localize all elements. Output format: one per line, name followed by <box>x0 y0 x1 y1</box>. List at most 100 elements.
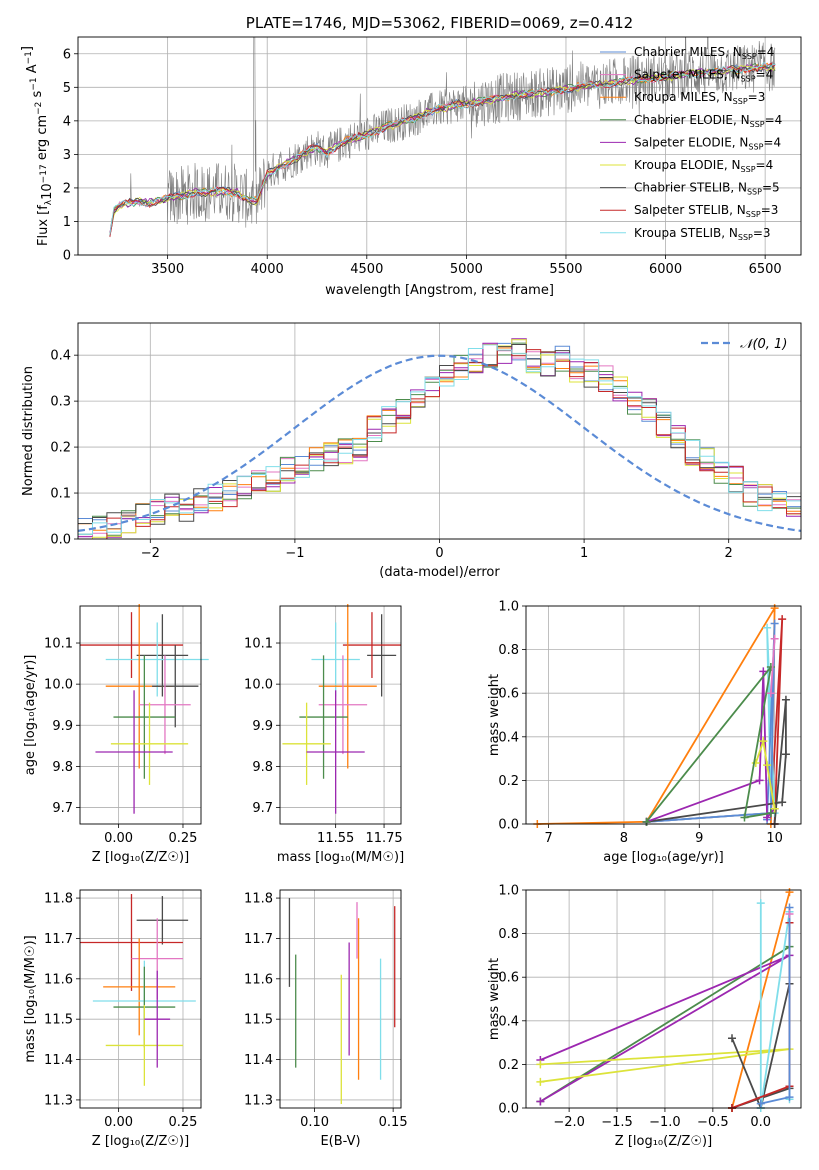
legend-entry-4: Salpeter ELODIE, NSSP=4 <box>634 135 781 151</box>
y-tick-label: 11.6 <box>244 972 273 987</box>
x-tick-label: 4000 <box>251 262 284 277</box>
model-line-8 <box>109 62 776 235</box>
x-tick-label: 0.00 <box>104 1115 133 1130</box>
y-tick-label: 0.4 <box>498 1014 519 1029</box>
y-tick-label: 11.6 <box>44 972 73 987</box>
x-tick-label: 6000 <box>649 262 682 277</box>
y-label-part: s <box>30 90 45 101</box>
weight-marker-6 <box>770 804 779 813</box>
x-tick-label: 0.0 <box>750 1115 771 1130</box>
y-label-part: ] <box>20 46 35 51</box>
y-label-part: erg cm <box>35 115 50 164</box>
weight-marker-7 <box>642 817 651 826</box>
residuals-frame <box>77 322 802 540</box>
weight-marker-5 <box>756 899 765 908</box>
x-axis-label: Z [log₁₀(Z/Z☉)] <box>615 1134 712 1149</box>
legend-text: Kroupa STELIB, N <box>634 226 738 240</box>
y-axis-label: Flux [fλ10−17 erg cm−2 s−1 A−1] <box>20 46 55 246</box>
y-tick-label: 11.3 <box>244 1093 273 1108</box>
x-tick-label: 10 <box>766 831 783 846</box>
weight-marker-7 <box>756 1099 765 1108</box>
y-tick-label: 0.8 <box>498 643 519 658</box>
y-tick-label: 0.0 <box>50 533 71 548</box>
x-tick-label: −0.5 <box>697 1115 729 1130</box>
mass-vs-ebv-axes <box>276 890 401 1112</box>
age-vs-Z-frame <box>79 605 202 825</box>
weight-marker-7 <box>785 1093 794 1102</box>
x-tick-label: 11.75 <box>365 831 402 846</box>
weight-marker-7 <box>740 813 749 822</box>
x-axis-label: Z [log₁₀(Z/Z☉)] <box>92 1134 189 1149</box>
weight-marker-4 <box>781 695 790 704</box>
y-tick-label: 9.7 <box>252 801 273 816</box>
y-axis-label: Normed distribution <box>21 366 36 496</box>
x-tick-label: −2 <box>141 546 160 561</box>
y-axis-label: mass [log₁₀(M/M☉)] <box>23 935 38 1062</box>
y-tick-label: 0.6 <box>498 687 519 702</box>
legend-sub: SSP <box>741 75 756 84</box>
legend-text: Salpeter ELODIE, N <box>634 135 748 149</box>
legend-sub: SSP <box>747 188 762 197</box>
x-tick-label: 0.25 <box>169 1115 198 1130</box>
y-tick-label: 6 <box>63 47 71 62</box>
y-tick-label: 9.9 <box>252 719 273 734</box>
y-tick-label: 11.4 <box>244 1053 273 1068</box>
x-tick-label: 0.00 <box>104 831 133 846</box>
weight-marker-5 <box>755 776 764 785</box>
y-label-part: −17 <box>39 164 49 183</box>
weight-marker-4 <box>728 1034 737 1043</box>
spectrum-frame <box>77 36 802 256</box>
legend-entry-7: Salpeter STELIB, NSSP=3 <box>634 203 778 219</box>
observed-spectrum-line <box>109 37 776 235</box>
legend-entry-8: Kroupa STELIB, NSSP=3 <box>634 226 771 242</box>
y-tick-label: 9.9 <box>52 719 73 734</box>
y-label-part: −2 <box>34 102 44 115</box>
y-tick-label: 11.7 <box>44 932 73 947</box>
x-tick-label: 0.10 <box>300 1115 329 1130</box>
mass-vs-ebv-frame <box>279 889 402 1109</box>
y-tick-label: 0.1 <box>50 487 71 502</box>
weight-line-7 <box>645 666 772 823</box>
weight-marker-8 <box>770 634 779 643</box>
legend-text: Salpeter MILES, N <box>634 68 741 82</box>
x-axis-label: Z [log₁₀(Z/Z☉)] <box>92 850 189 865</box>
x-tick-label: 0.15 <box>379 1115 408 1130</box>
weight-line-8 <box>770 638 776 694</box>
weight-marker-6 <box>751 758 760 767</box>
weight-marker-8 <box>766 689 775 698</box>
legend-text: Salpeter STELIB, N <box>634 203 746 217</box>
weight-marker-4 <box>778 798 787 807</box>
weight-vs-age-frame <box>525 605 802 825</box>
y-label-part: 10 <box>40 183 55 200</box>
x-tick-label: 9 <box>695 831 703 846</box>
model-line-3 <box>109 63 776 234</box>
weight-marker-3 <box>770 619 779 628</box>
weight-marker-5 <box>759 667 768 676</box>
x-tick-label: 1 <box>580 546 588 561</box>
y-tick-label: 4 <box>63 114 71 129</box>
weight-vs-Z-frame <box>525 889 802 1109</box>
weight-marker-4 <box>781 750 790 759</box>
weight-marker-6 <box>763 761 772 770</box>
y-label-part: Flux [f <box>36 205 51 246</box>
weight-marker-1 <box>778 615 787 624</box>
y-tick-label: 1 <box>63 215 71 230</box>
weight-vs-age-axes <box>522 605 801 828</box>
legend-sub: SSP <box>738 233 753 242</box>
weight-marker-0 <box>785 888 794 897</box>
legend-entry-5: Kroupa ELODIE, NSSP=4 <box>634 158 773 174</box>
y-tick-label: 9.8 <box>252 760 273 775</box>
y-tick-label: 9.8 <box>52 760 73 775</box>
y-tick-label: 0.6 <box>498 971 519 986</box>
y-tick-label: 0.0 <box>498 1102 519 1117</box>
legend-text: Chabrier ELODIE, N <box>634 113 750 127</box>
y-tick-label: 0 <box>63 249 71 264</box>
legend-value: =4 <box>765 113 783 127</box>
histogram-step-8 <box>78 344 801 535</box>
y-tick-label: 0.2 <box>498 1058 519 1073</box>
weight-marker-0 <box>770 604 779 613</box>
y-tick-label: 1.0 <box>498 600 519 615</box>
y-tick-label: 5 <box>63 81 71 96</box>
y-tick-label: 10.0 <box>244 678 273 693</box>
y-tick-label: 0.4 <box>50 349 71 364</box>
